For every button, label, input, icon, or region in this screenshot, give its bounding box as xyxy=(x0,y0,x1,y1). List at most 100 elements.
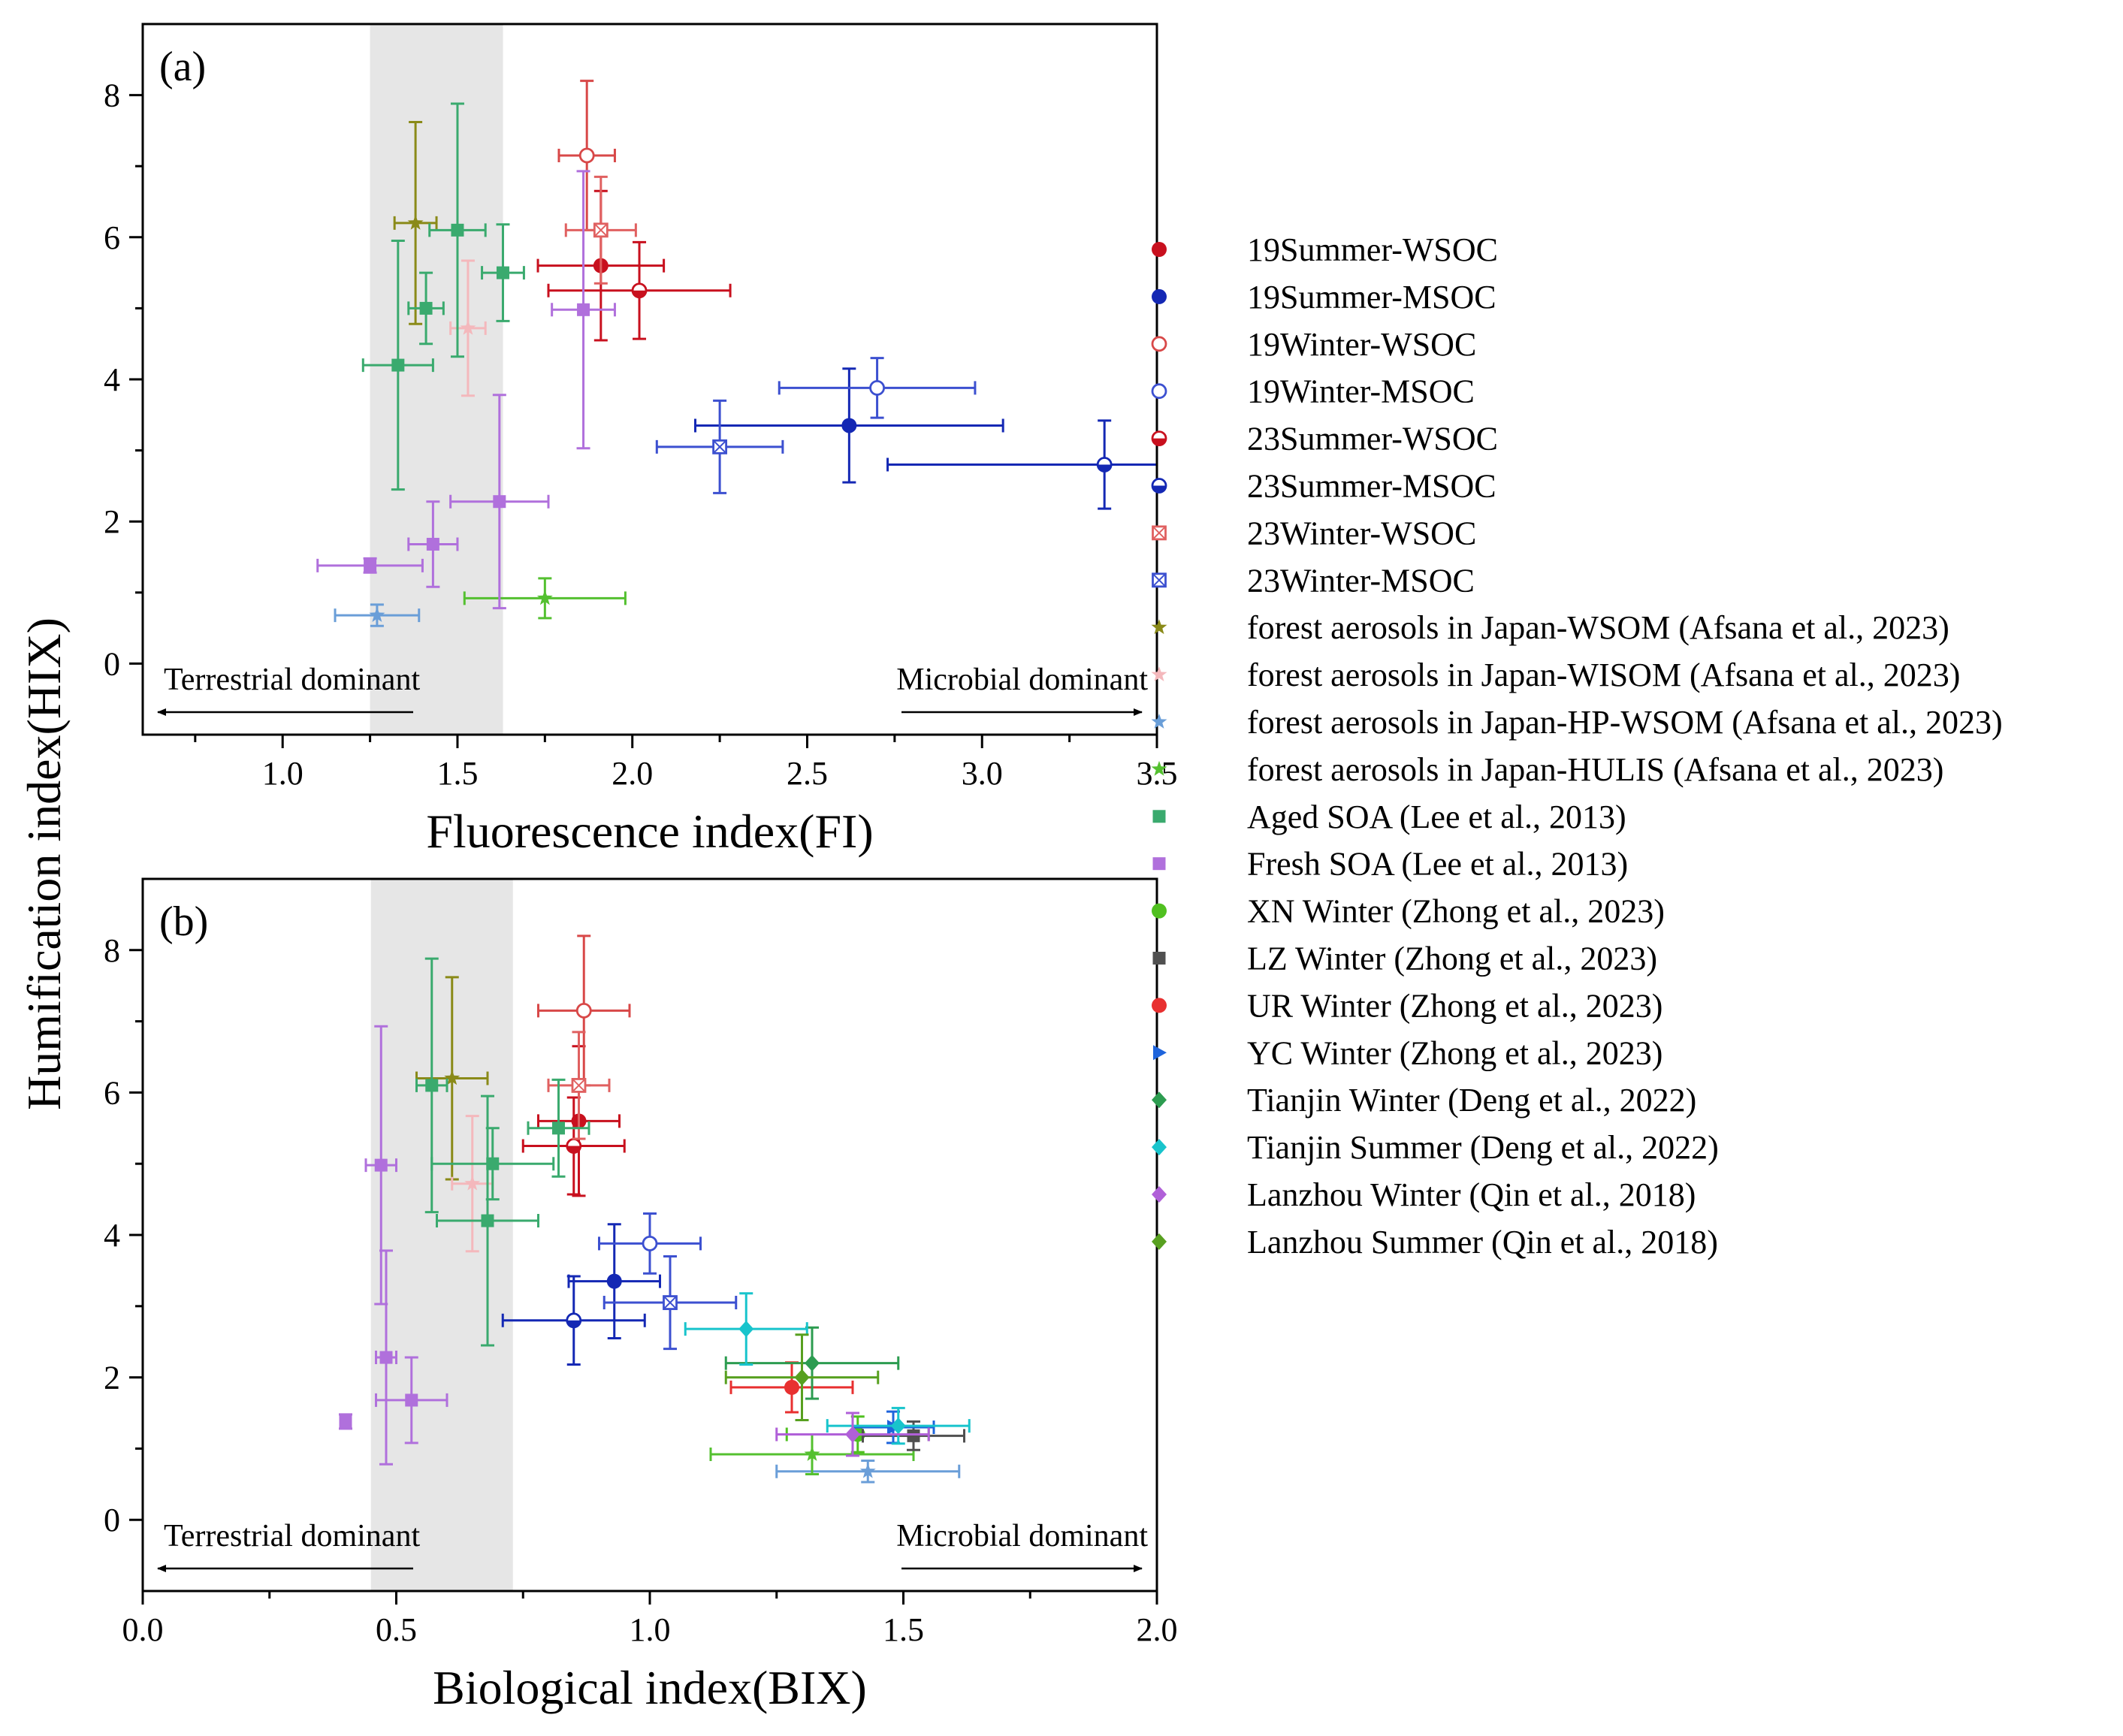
x-axis-label: Fluorescence index(FI) xyxy=(426,805,873,858)
legend-marker xyxy=(1152,903,1167,919)
data-point-11 xyxy=(463,577,627,620)
marker xyxy=(738,1321,754,1338)
data-point-14 xyxy=(407,271,445,346)
data-point-7 xyxy=(602,1254,738,1351)
data-layer xyxy=(339,934,971,1484)
legend-marker xyxy=(1152,242,1167,257)
marker xyxy=(1096,457,1113,472)
legend-item: 23Summer-WSOC xyxy=(1151,421,1498,457)
legend-item: 19Winter-WSOC xyxy=(1151,326,1476,363)
marker xyxy=(444,1070,461,1085)
data-point-7 xyxy=(655,399,784,494)
marker xyxy=(552,1122,565,1135)
data-point-26 xyxy=(826,1406,971,1445)
x-tick-label: 2.0 xyxy=(612,755,653,792)
marker xyxy=(407,214,424,230)
data-point-9 xyxy=(449,259,487,397)
marker xyxy=(364,559,377,572)
marker xyxy=(496,266,509,279)
legend-item: XN Winter (Zhong et al., 2023) xyxy=(1152,893,1665,930)
legend-item: Lanzhou Winter (Qin et al., 2018) xyxy=(1152,1176,1696,1213)
legend-item: Tianjin Winter (Deng et al., 2022) xyxy=(1152,1082,1696,1119)
data-point-4 xyxy=(547,240,732,340)
x-tick-label: 0.0 xyxy=(122,1611,164,1648)
data-point-10 xyxy=(775,1460,961,1484)
shaded-region xyxy=(370,879,513,1591)
marker xyxy=(419,301,433,315)
marker xyxy=(578,147,595,164)
legend-label: 19Summer-WSOC xyxy=(1247,231,1498,268)
marker xyxy=(566,1138,582,1154)
marker xyxy=(460,319,476,335)
data-point-2 xyxy=(557,80,616,231)
x-tick-label: 1.5 xyxy=(436,755,478,792)
data-point-16 xyxy=(339,1413,352,1430)
legend-item: forest aerosols in Japan-WSOM (Afsana et… xyxy=(1151,609,1949,646)
legend-item: Fresh SOA (Lee et al., 2013) xyxy=(1152,846,1628,883)
marker xyxy=(451,223,464,237)
marker xyxy=(841,418,857,433)
legend-item: 23Winter-WSOC xyxy=(1152,515,1476,551)
legend-marker xyxy=(1151,619,1167,635)
marker xyxy=(663,1295,678,1310)
legend-marker xyxy=(1151,336,1167,352)
legend-marker xyxy=(1151,714,1167,729)
x-tick-label: 0.5 xyxy=(376,1611,417,1648)
x-tick-label: 1.5 xyxy=(883,1611,924,1648)
marker xyxy=(907,1429,920,1442)
data-point-8 xyxy=(393,121,438,325)
legend-marker xyxy=(1152,288,1167,304)
marker xyxy=(804,1446,820,1461)
marker xyxy=(571,1078,587,1093)
shaded-region xyxy=(370,24,503,735)
x-tick-label: 2.5 xyxy=(787,755,828,792)
x-tick-label: 3.0 xyxy=(962,755,1003,792)
y-tick-label: 4 xyxy=(104,1217,120,1254)
data-point-2 xyxy=(537,934,631,1087)
marker xyxy=(391,358,405,372)
legend-item: 23Summer-MSOC xyxy=(1151,468,1496,505)
marker xyxy=(486,1157,500,1170)
legend-label: 19Winter-MSOC xyxy=(1247,373,1475,410)
legend-label: forest aerosols in Japan-HP-WSOM (Afsana… xyxy=(1247,704,2003,741)
panel-label: (a) xyxy=(159,44,206,90)
legend-marker xyxy=(1152,572,1167,588)
legend-item: 19Winter-MSOC xyxy=(1151,373,1475,410)
legend-item: Lanzhou Summer (Qin et al., 2018) xyxy=(1152,1224,1718,1260)
panel-label: (b) xyxy=(159,898,208,945)
data-point-21 xyxy=(862,1420,965,1451)
legend-label: Tianjin Summer (Deng et al., 2022) xyxy=(1247,1129,1719,1166)
y-tick-label: 8 xyxy=(104,77,120,114)
legend-label: Lanzhou Summer (Qin et al., 2018) xyxy=(1247,1224,1718,1260)
data-point-3 xyxy=(598,1212,702,1275)
marker xyxy=(869,379,885,396)
marker xyxy=(374,1158,388,1172)
data-point-19 xyxy=(551,170,616,450)
legend-marker xyxy=(1152,1233,1167,1250)
legend-item: Aged SOA (Lee et al., 2013) xyxy=(1152,799,1626,835)
data-point-1 xyxy=(694,367,1004,484)
legend-label: Fresh SOA (Lee et al., 2013) xyxy=(1247,846,1628,883)
legend-marker xyxy=(1151,383,1167,400)
marker xyxy=(784,1379,799,1395)
legend-item: forest aerosols in Japan-HULIS (Afsana e… xyxy=(1151,751,1943,788)
data-point-10 xyxy=(334,603,421,627)
marker xyxy=(712,439,728,454)
marker xyxy=(593,222,609,238)
microbial-dominant-label: Microbial dominant xyxy=(896,1519,1148,1553)
panel-a: 1.01.52.02.53.03.502468Fluorescence inde… xyxy=(104,23,1178,858)
legend-item: forest aerosols in Japan-WISOM (Afsana e… xyxy=(1151,657,1960,693)
legend-label: 23Summer-WSOC xyxy=(1247,421,1498,457)
legend-label: 23Winter-WSOC xyxy=(1247,515,1476,551)
marker xyxy=(575,1002,592,1019)
marker xyxy=(577,303,590,316)
data-point-12 xyxy=(415,957,448,1214)
marker xyxy=(631,282,648,299)
legend-label: XN Winter (Zhong et al., 2023) xyxy=(1247,893,1665,930)
data-point-24 xyxy=(724,1326,900,1400)
legend-marker xyxy=(1152,952,1166,965)
marker xyxy=(794,1369,810,1386)
legend-marker xyxy=(1152,525,1167,541)
legend-item: UR Winter (Zhong et al., 2023) xyxy=(1152,987,1662,1024)
